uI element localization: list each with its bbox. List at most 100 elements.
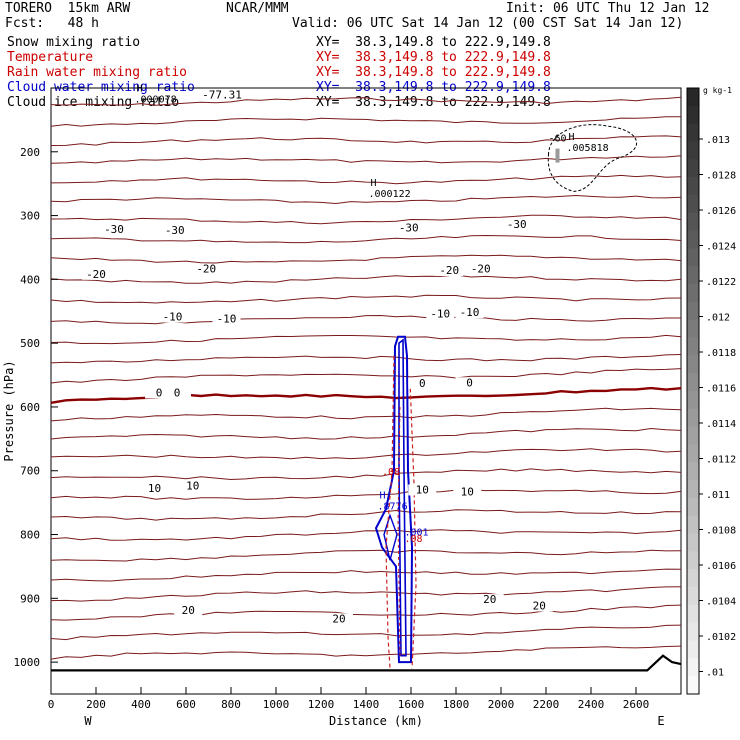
isotherm-line xyxy=(50,427,682,440)
temperature-contour-label: -77.31 xyxy=(202,89,242,102)
legend-temperature-xy: XY= 38.3,149.8 to 222.9,149.8 xyxy=(316,50,551,65)
colorbar-swatch xyxy=(687,88,699,107)
legend-cloudwater-label: Cloud water mixing ratio xyxy=(7,80,195,95)
y-axis-label: Pressure (hPa) xyxy=(2,360,16,461)
temperature-contour-label: -10 xyxy=(163,311,183,324)
temperature-contour-label: 20 xyxy=(332,612,345,625)
colorbar-tick-label: .0114 xyxy=(706,419,736,430)
isotherm-line xyxy=(50,194,682,205)
colorbar-swatch xyxy=(687,230,699,249)
temperature-label-bg xyxy=(174,604,203,616)
colorbar-tick-label: .0102 xyxy=(706,632,736,643)
isotherm-line xyxy=(50,604,682,621)
colorbar-swatch xyxy=(687,284,699,303)
colorbar-swatch xyxy=(687,141,699,160)
temperature-label-bg xyxy=(453,486,482,498)
terrain-group xyxy=(51,654,682,672)
colorbar-swatch xyxy=(687,373,699,392)
cloud-water-contour-inner xyxy=(398,338,407,657)
x-tick-label: 1400 xyxy=(353,698,380,711)
legend-temperature-label: Temperature xyxy=(7,50,94,65)
isotherm-line xyxy=(50,214,682,225)
x-tick-label: 1000 xyxy=(263,698,290,711)
hydrometeor-contours xyxy=(374,124,638,669)
temperature-contour-label: -20 xyxy=(471,263,491,276)
colorbar-swatch xyxy=(687,676,699,695)
axes: 0 200 400 600 800 1000 1200 1400 1600 1800 2000 220… xyxy=(14,146,650,711)
isotherm-line xyxy=(50,407,682,422)
temperature-label-bg xyxy=(408,484,437,496)
colorbar-swatch xyxy=(687,444,699,463)
temperature-label-bg xyxy=(212,313,241,325)
colorbar-swatch xyxy=(687,622,699,642)
isotherm-line xyxy=(50,448,682,460)
init-time: Init: 06 UTC Thu 12 Jan 12 xyxy=(506,1,710,16)
temperature-label-bg xyxy=(502,219,531,231)
temperature-contour-label: 10 xyxy=(186,480,199,493)
temperature-contour-label: 0 xyxy=(156,386,163,399)
isotherm-line xyxy=(50,549,682,562)
temperature-label-bg xyxy=(426,308,455,320)
isotherm-line xyxy=(50,489,682,500)
temperature-contour-label: -10 xyxy=(217,312,237,325)
x-tick-label: 600 xyxy=(176,698,196,711)
isotherm-line xyxy=(50,294,682,304)
temperature-label-bg xyxy=(158,311,187,323)
isotherm-line xyxy=(50,314,681,325)
colorbar-swatch xyxy=(687,337,699,356)
extremum-marker: H xyxy=(569,132,575,143)
extremum-marker: H xyxy=(137,83,143,94)
center-title: NCAR/MMM xyxy=(226,1,289,16)
temperature-label-bg xyxy=(525,600,554,612)
colorbar-swatch xyxy=(687,640,699,659)
extremum-value: .8776 xyxy=(378,501,408,512)
extremum-value: -60 xyxy=(549,133,567,144)
temperature-contour-label: -20 xyxy=(86,268,106,281)
colorbar-swatch xyxy=(687,319,699,339)
temperature-contour-label: 0 xyxy=(419,377,426,390)
model-title: TORERO 15km ARW xyxy=(5,1,131,16)
cloud-water-contour-lobe xyxy=(383,513,398,561)
east-end-label: E xyxy=(657,714,664,728)
y-tick-label: 800 xyxy=(20,529,40,542)
rain-water-contour-core xyxy=(397,406,401,656)
colorbar-swatch xyxy=(687,426,699,445)
colorbar-swatch xyxy=(687,177,699,196)
colorbar-swatch xyxy=(687,301,699,321)
colorbar-swatch xyxy=(687,408,699,428)
extremum-value: .08 xyxy=(405,534,423,545)
temperature-contour-label: -10 xyxy=(430,307,450,320)
temperature-contour-label: -10 xyxy=(460,306,480,319)
rain-water-contour-east xyxy=(409,381,417,669)
temperature-label-bg xyxy=(100,224,128,236)
temperature-label-bg xyxy=(208,89,236,101)
colorbar-unit: g kg-1 xyxy=(703,86,732,95)
colorbar-tick-label: .0124 xyxy=(706,242,736,253)
colorbar-tick-label: .0116 xyxy=(706,384,736,395)
y-tick-label: 500 xyxy=(20,337,40,350)
colorbar-swatch xyxy=(687,105,699,125)
west-end-label: W xyxy=(84,714,92,728)
colorbar-tick-label: .0106 xyxy=(706,561,736,572)
isotherm-line xyxy=(50,334,682,345)
cloud-ice-contour xyxy=(547,124,638,192)
temperature-label-bg xyxy=(82,268,110,280)
extremum-marker: H xyxy=(380,490,386,501)
isotherm-line xyxy=(50,96,682,106)
colorbar-swatch xyxy=(687,212,699,232)
isotherm-line xyxy=(50,234,682,244)
colorbar-tick-label: .01 xyxy=(706,668,724,679)
isotherm-line xyxy=(50,568,682,582)
colorbar: .013 .0128 .0126 .0124 .0122 .012 .0118 .0116 .0… xyxy=(686,86,736,695)
isotherm-line xyxy=(50,529,682,541)
colorbar-swatch xyxy=(687,515,699,535)
colorbar-swatch xyxy=(687,266,699,285)
colorbar-tick-label: .0112 xyxy=(706,455,736,466)
temperature-contour-label: 10 xyxy=(461,485,474,498)
x-tick-label: 400 xyxy=(131,698,151,711)
temperature-label-bg xyxy=(466,263,495,275)
temperature-label-bg xyxy=(140,483,169,495)
x-tick-label: 2200 xyxy=(533,698,560,711)
extremum-value: .000078 xyxy=(135,94,177,105)
